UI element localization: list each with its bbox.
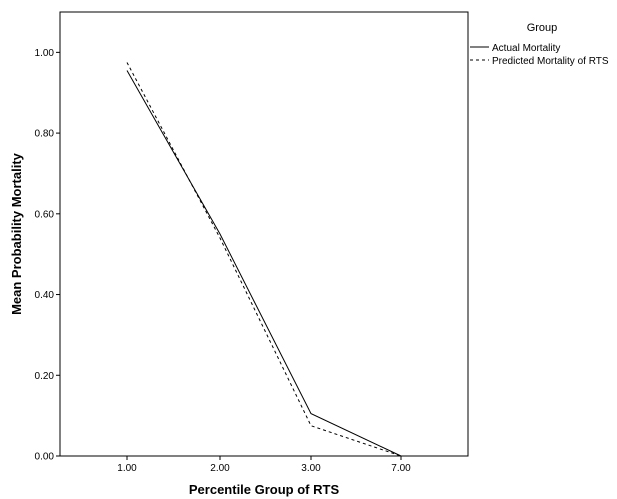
legend-title: Group xyxy=(527,22,558,34)
x-tick-label: 2.00 xyxy=(210,463,230,474)
y-axis: 0.00 0.20 0.40 0.60 0.80 1.00 xyxy=(35,48,60,463)
plot-frame xyxy=(59,11,469,457)
legend-label-actual-mortality: Actual Mortality xyxy=(492,43,560,54)
x-axis: 1.00 2.00 3.00 7.00 xyxy=(117,456,411,474)
series-line-actual-mortality xyxy=(126,70,402,457)
y-tick-label: 0.00 xyxy=(35,452,55,463)
y-tick-label: 0.60 xyxy=(35,209,55,220)
series-line-predicted-mortality-of-rts xyxy=(126,62,402,457)
x-tick-label: 3.00 xyxy=(301,463,321,474)
y-tick-label: 1.00 xyxy=(35,48,55,59)
x-tick-label: 1.00 xyxy=(117,463,137,474)
legend-label-predicted-mortality: Predicted Mortality of RTS xyxy=(492,56,609,67)
y-tick-label: 0.40 xyxy=(35,290,55,301)
y-axis-title: Mean Probability Mortality xyxy=(9,152,24,315)
series-layer xyxy=(126,62,402,457)
x-axis-title: Percentile Group of RTS xyxy=(189,482,340,497)
legend: Group Actual Mortality Predicted Mortali… xyxy=(470,22,609,67)
y-tick-label: 0.80 xyxy=(35,129,55,140)
y-tick-label: 0.20 xyxy=(35,371,55,382)
x-tick-label: 7.00 xyxy=(391,463,411,474)
